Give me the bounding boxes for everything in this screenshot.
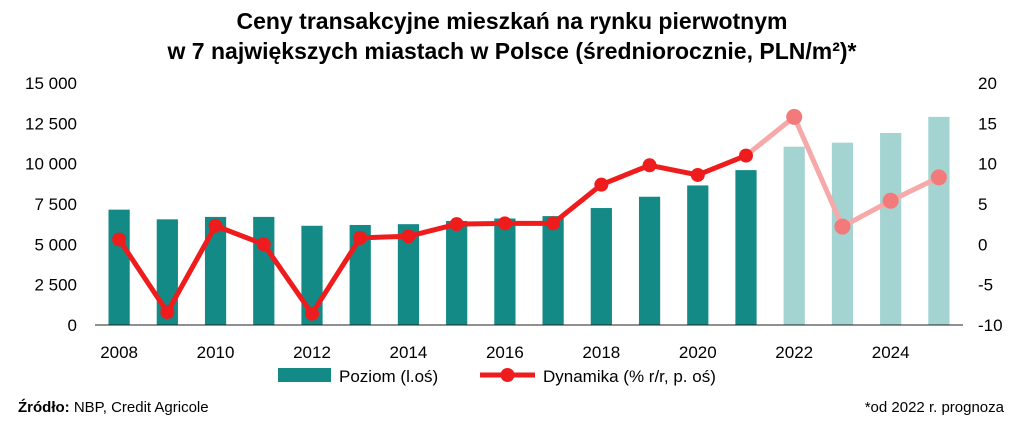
y-left-tick-5: 12 500 [25,114,77,133]
y-right-tick-1: -5 [978,276,993,295]
x-tick-2010: 2010 [197,343,235,362]
line-segment-2023 [839,198,894,230]
y-right-tick-4: 10 [978,155,997,174]
bar-2015 [446,220,468,325]
y-left-tick-0: 0 [68,316,77,335]
chart-title: Ceny transakcyjne mieszkań na rynku pier… [0,6,1024,66]
line-point-2022 [786,108,803,125]
line-point-2011 [256,237,271,252]
line-point-2017 [546,216,561,231]
line-point-2015 [449,217,464,232]
line-point-2021 [739,148,753,163]
legend-label-bars: Poziom (l.oś) [339,367,438,386]
y-left-tick-6: 15 000 [25,74,77,93]
x-tick-2016: 2016 [486,343,524,362]
x-tick-2022: 2022 [775,343,813,362]
y-left-tick-3: 7 500 [34,195,77,214]
x-tick-2020: 2020 [679,343,717,362]
line-segment-2022 [791,114,845,230]
line-point-2016 [497,216,512,231]
bar-2020 [687,185,709,325]
chart-title-line-2: w 7 największych miastach w Polsce (śred… [167,38,857,64]
y-right-tick-2: 0 [978,235,987,254]
source-note: Źródło: NBP, Credit Agricole [18,399,209,416]
line-point-2025 [930,169,947,186]
line-point-2012 [305,306,319,321]
bar-2024 [880,133,902,325]
legend-marker-line [500,368,515,382]
y-left-tick-2: 5 000 [34,235,77,254]
line-point-2010 [208,218,223,233]
bar-2019 [638,196,661,325]
bar-2022 [783,146,805,325]
bar-2008 [108,209,130,325]
forecast-note: *od 2022 r. prognoza [864,399,1004,416]
line-point-2019 [642,158,657,173]
line-point-2008 [112,232,127,247]
chart-title-line-1: Ceny transakcyjne mieszkań na rynku pier… [236,8,788,34]
line-segment-2008 [116,236,170,315]
line-point-2018 [594,177,609,192]
line-segment-2017 [550,182,604,226]
line-point-2009 [160,305,175,320]
y-left-tick-1: 2 500 [34,276,77,295]
bar-2016 [494,218,516,325]
line-segment-2015 [454,220,508,227]
x-tick-2018: 2018 [582,343,620,362]
x-tick-2024: 2024 [872,343,910,362]
source-label: Źródło: [18,399,70,416]
bar-2011 [253,216,275,325]
x-tick-2012: 2012 [293,343,331,362]
line-segment-2013 [357,233,411,241]
bar-2025 [928,116,950,325]
line-segment-2024 [888,174,942,204]
line-segment-2019 [647,162,701,178]
line-point-2020 [690,167,705,182]
line-point-2023 [834,218,851,235]
line-point-2014 [401,229,416,244]
y-right-tick-0: -10 [978,316,1003,335]
line-segment-2020 [695,153,749,178]
bar-2017 [542,216,564,325]
line-segment-2018 [598,162,653,188]
line-segment-2014 [405,221,460,239]
line-segment-2010 [213,223,267,247]
y-right-tick-6: 20 [978,74,997,93]
y-right-tick-5: 15 [978,114,997,133]
line-segment-2012 [309,235,363,317]
x-tick-2008: 2008 [100,343,138,362]
legend-label-line: Dynamika (% r/r, p. oś) [543,367,716,386]
bar-2012 [301,225,323,325]
bar-2014 [397,224,420,325]
line-segment-2011 [261,241,315,317]
line-point-2013 [353,230,368,245]
legend-swatch-bars [278,368,331,382]
bar-2021 [735,170,757,325]
source-text: NBP, Credit Agricole [69,399,209,416]
bar-2010 [204,216,227,325]
x-tick-2014: 2014 [390,343,428,362]
bar-2018 [590,208,612,325]
y-right-tick-3: 5 [978,195,987,214]
line-segment-2021 [743,114,797,159]
y-left-tick-4: 10 000 [25,155,77,174]
line-point-2024 [882,192,899,209]
line-segment-2009 [164,223,219,315]
